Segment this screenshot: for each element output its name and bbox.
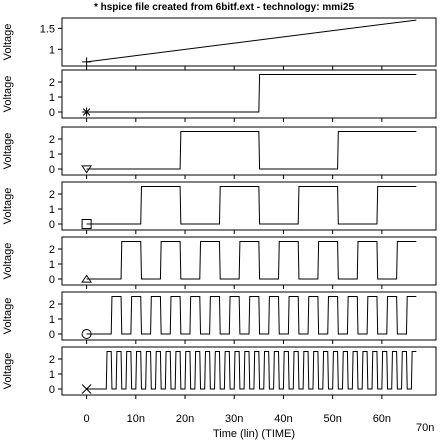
- series-line: [86, 296, 417, 335]
- y-tick-label: 2: [49, 354, 55, 366]
- series-line: [86, 241, 417, 280]
- marker-triangle-down: [81, 165, 93, 174]
- y-axis-label: Voltage: [2, 76, 14, 113]
- y-tick-label: 1: [49, 44, 55, 56]
- y-tick-label: 1: [49, 149, 55, 161]
- y-tick-label: 2: [49, 134, 55, 146]
- y-tick-label: 0: [49, 219, 55, 231]
- panel-frame: [61, 17, 437, 67]
- panel-1: Voltage 1 1.5: [2, 17, 437, 70]
- panel-6: Voltage 0 1 2: [2, 291, 437, 344]
- panel-4: Voltage 0 1 2: [2, 181, 437, 234]
- series-line: [86, 19, 417, 63]
- panel-frame: [61, 236, 437, 286]
- y-axis-label: Voltage: [2, 188, 14, 225]
- panels: Voltage 1 1.5 Voltage 0 1 2 Voltage 0 1 2 Voltage 0 1…: [2, 17, 437, 425]
- y-tick-label: 0: [49, 107, 55, 119]
- y-axis-label: Voltage: [2, 298, 14, 335]
- y-axis-label: Voltage: [2, 133, 14, 170]
- y-axis-label: Voltage: [2, 24, 14, 61]
- chart-title: * hspice file created from 6bitf.ext - t…: [94, 2, 355, 13]
- y-tick-label: 2: [49, 77, 55, 89]
- marker-asterisk: [82, 107, 92, 117]
- panel-3: Voltage 0 1 2: [2, 126, 437, 179]
- panel-frame: [61, 346, 437, 396]
- x-tick-label: 50n: [323, 413, 341, 425]
- panel-frame: [61, 181, 437, 231]
- panel-2: Voltage 0 1 2: [2, 69, 437, 122]
- marker-plus: [82, 57, 92, 67]
- y-tick-label: 1.5: [40, 23, 55, 35]
- y-tick-label: 2: [49, 244, 55, 256]
- series-line: [86, 131, 417, 170]
- y-axis-label: Voltage: [2, 243, 14, 280]
- panel-7: Voltage 0 1 2: [2, 346, 437, 399]
- series-line: [86, 186, 417, 225]
- y-tick-label: 1: [49, 259, 55, 271]
- marker-circle: [81, 329, 92, 339]
- y-tick-label: 2: [49, 299, 55, 311]
- y-axis-label: Voltage: [2, 353, 14, 390]
- y-tick-label: 0: [49, 164, 55, 176]
- y-tick-label: 0: [49, 274, 55, 286]
- panel-frame: [61, 69, 437, 119]
- y-tick-label: 1: [49, 369, 55, 381]
- y-tick-label: 1: [49, 92, 55, 104]
- x-axis-end-label: 70n: [416, 422, 434, 434]
- series-line: [86, 351, 417, 390]
- marker-square: [81, 219, 92, 229]
- x-tick-label: 30n: [225, 413, 243, 425]
- y-tick-label: 1: [49, 204, 55, 216]
- y-tick-label: 0: [49, 329, 55, 341]
- marker-x: [81, 384, 92, 394]
- x-tick-label: 20n: [176, 413, 194, 425]
- panel-frame: [61, 291, 437, 341]
- x-tick-label: 0: [84, 413, 90, 425]
- x-tick-label: 60n: [373, 413, 391, 425]
- panel-5: Voltage 0 1 2: [2, 236, 437, 289]
- marker-triangle-up: [81, 274, 93, 283]
- x-tick-label: 10n: [127, 413, 145, 425]
- series-line: [86, 74, 417, 113]
- y-tick-label: 2: [49, 189, 55, 201]
- y-tick-label: 1: [49, 314, 55, 326]
- x-tick-label: 40n: [274, 413, 292, 425]
- panel-frame: [61, 126, 437, 176]
- x-axis-label: Time (lin) (TIME): [213, 428, 295, 440]
- y-tick-label: 0: [49, 384, 55, 396]
